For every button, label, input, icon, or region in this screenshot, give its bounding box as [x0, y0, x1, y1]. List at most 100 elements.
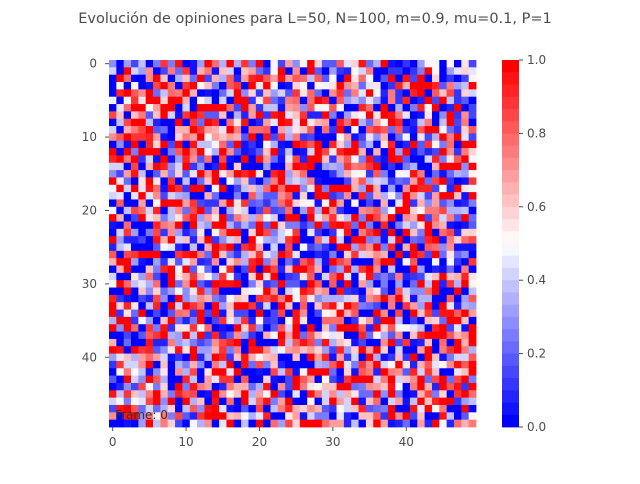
heatmap-cell — [373, 177, 381, 186]
heatmap-cell — [123, 309, 132, 318]
heatmap-cell — [182, 346, 191, 354]
heatmap-cell — [336, 346, 345, 354]
heatmap-cell — [226, 74, 235, 83]
heatmap-cell — [365, 397, 374, 406]
heatmap-cell — [211, 280, 220, 288]
colorbar-segment — [502, 219, 519, 232]
heatmap-cell — [417, 287, 426, 296]
heatmap-cell — [167, 375, 176, 384]
heatmap-cell — [197, 390, 205, 399]
heatmap-cell — [424, 397, 433, 406]
heatmap-cell — [424, 148, 433, 156]
heatmap-cell — [373, 346, 381, 354]
heatmap-cell — [175, 148, 183, 156]
heatmap-cell — [182, 412, 191, 421]
heatmap-cell — [417, 221, 426, 230]
heatmap-cell — [167, 346, 176, 354]
heatmap-cell — [138, 280, 147, 288]
heatmap-cell — [167, 360, 176, 369]
heatmap-cell — [175, 221, 183, 230]
heatmap-cell — [175, 390, 183, 399]
heatmap-cell — [160, 397, 169, 406]
heatmap-cell — [424, 316, 433, 325]
heatmap-cell — [314, 162, 323, 171]
heatmap-cell — [358, 397, 367, 406]
heatmap-cell — [343, 104, 352, 112]
heatmap-cell — [255, 89, 264, 98]
heatmap-cell — [424, 265, 433, 274]
heatmap-cell — [233, 324, 242, 332]
heatmap-cell — [453, 96, 462, 105]
heatmap-cell — [321, 390, 330, 399]
heatmap-cell — [248, 331, 257, 340]
heatmap-cell — [424, 228, 433, 237]
heatmap-cell — [116, 96, 125, 105]
heatmap-cell — [226, 258, 235, 266]
heatmap-cell — [358, 309, 367, 318]
heatmap-cell — [182, 148, 191, 156]
heatmap-cell — [270, 82, 279, 90]
heatmap-cell — [409, 397, 418, 406]
heatmap-cell — [241, 199, 249, 208]
heatmap-cell — [358, 338, 367, 347]
heatmap-cell — [351, 309, 359, 318]
heatmap-cell — [453, 287, 462, 296]
heatmap-cell — [123, 206, 132, 215]
heatmap-cell — [417, 265, 426, 274]
heatmap-cell — [277, 346, 286, 354]
heatmap-cell — [167, 382, 176, 391]
heatmap-cell — [314, 184, 323, 193]
heatmap-cell — [329, 294, 337, 303]
heatmap-cell — [395, 250, 403, 259]
heatmap-cell — [189, 82, 198, 90]
heatmap-cell — [380, 404, 389, 413]
heatmap-cell — [343, 280, 352, 288]
heatmap-cell — [204, 397, 213, 406]
heatmap-cell — [153, 199, 161, 208]
heatmap-cell — [270, 89, 279, 98]
heatmap-cell — [351, 412, 359, 421]
heatmap-cell — [160, 250, 169, 259]
heatmap-cell — [365, 324, 374, 332]
heatmap-cell — [424, 382, 433, 391]
heatmap-cell — [314, 133, 323, 142]
heatmap-cell — [226, 272, 235, 281]
heatmap-cell — [219, 155, 227, 164]
heatmap-cell — [402, 412, 411, 421]
heatmap-cell — [417, 360, 426, 369]
heatmap-cell — [431, 397, 440, 406]
heatmap-cell — [351, 118, 359, 127]
heatmap-cell — [409, 412, 418, 421]
heatmap-cell — [211, 162, 220, 171]
heatmap-cell — [211, 390, 220, 399]
heatmap-cell — [109, 309, 117, 318]
heatmap-cell — [123, 353, 132, 362]
heatmap-cell — [453, 221, 462, 230]
heatmap-cell — [446, 412, 455, 421]
heatmap-cell — [395, 368, 403, 377]
heatmap-cell — [373, 140, 381, 149]
heatmap-cell — [160, 74, 169, 83]
heatmap-cell — [431, 206, 440, 215]
heatmap-cell — [358, 104, 367, 112]
heatmap-cell — [211, 272, 220, 281]
heatmap-cell — [365, 412, 374, 421]
heatmap-cell — [292, 111, 301, 120]
heatmap-cell — [299, 184, 308, 193]
heatmap-cell — [167, 412, 176, 421]
heatmap-cell — [468, 331, 477, 340]
heatmap-cell — [131, 148, 139, 156]
heatmap-cell — [373, 148, 381, 156]
heatmap-cell — [351, 360, 359, 369]
heatmap-cell — [226, 228, 235, 237]
heatmap-cell — [204, 419, 213, 428]
heatmap-cell — [307, 140, 315, 149]
heatmap-cell — [453, 184, 462, 193]
heatmap-cell — [153, 133, 161, 142]
heatmap-cell — [446, 316, 455, 325]
heatmap-cell — [431, 280, 440, 288]
heatmap-cell — [248, 287, 257, 296]
colorbar-segment — [502, 414, 519, 428]
